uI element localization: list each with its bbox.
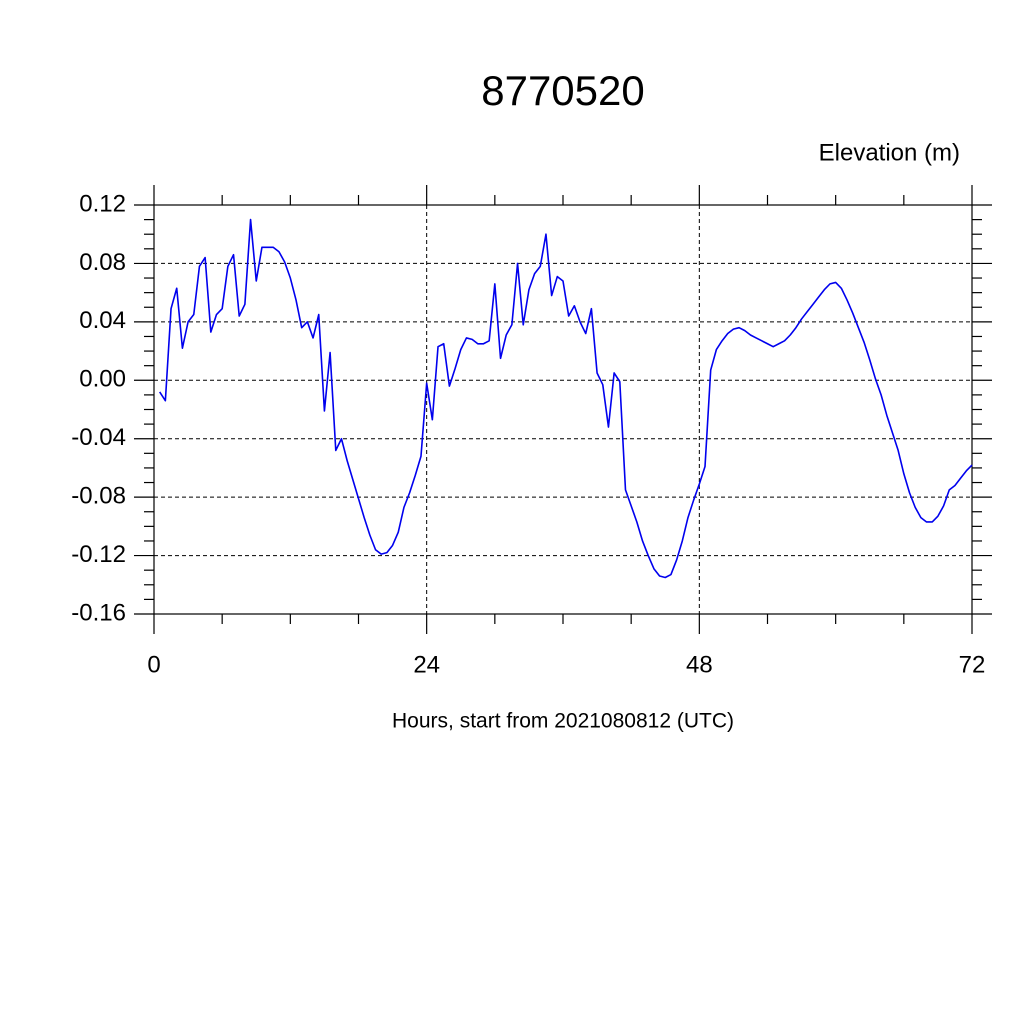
y-axis-title: Elevation (m) [819,139,960,166]
y-tick-label: -0.08 [71,482,126,509]
x-tick-label: 72 [959,651,986,678]
x-tick-label: 0 [147,651,160,678]
x-tick-label: 24 [413,651,440,678]
chart-title: 8770520 [481,67,645,114]
y-tick-label: -0.04 [71,424,126,451]
y-tick-label: -0.16 [71,599,126,626]
y-tick-label: 0.12 [79,190,126,217]
y-tick-label: 0.04 [79,307,126,334]
data-line [159,218,973,579]
y-tick-label: -0.12 [71,541,126,568]
y-tick-label: 0.08 [79,249,126,276]
x-tick-label: 48 [686,651,713,678]
y-tick-label: 0.00 [79,366,126,393]
plot-frame [153,204,973,615]
x-axis-title: Hours, start from 2021080812 (UTC) [392,710,734,733]
